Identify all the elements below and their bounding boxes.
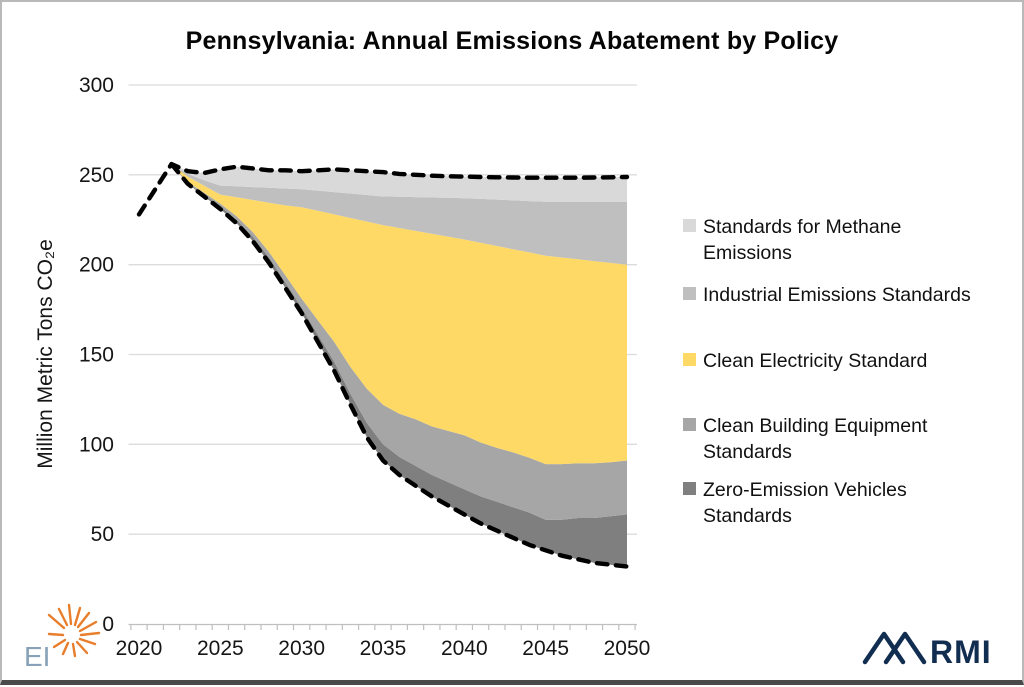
legend-item-methane: Standards for Methane Emissions xyxy=(683,214,988,266)
y-tick-label-250: 250 xyxy=(79,164,114,187)
y-tick-label-150: 150 xyxy=(79,343,114,366)
x-tick-label-2035: 2035 xyxy=(360,637,407,660)
x-tick-label-2040: 2040 xyxy=(441,637,488,660)
wedge-clean-electricity-standard xyxy=(139,164,627,465)
legend-label-clean-building: Clean Building Equipment Standards xyxy=(703,415,928,463)
legend-item-industrial: Industrial Emissions Standards xyxy=(683,282,988,308)
dashed-line-baseline-emissions xyxy=(136,161,630,217)
legend-item-clean-electricity: Clean Electricity Standard xyxy=(683,348,988,374)
legend-swatch-clean-electricity xyxy=(683,353,696,366)
rmi-logo-text: RMI xyxy=(930,634,992,670)
legend-item-clean-building: Clean Building Equipment Standards xyxy=(683,413,988,465)
y-tick-label-50: 50 xyxy=(91,523,114,546)
y-tick-label-0: 0 xyxy=(102,613,114,636)
legend-label-industrial: Industrial Emissions Standards xyxy=(703,284,971,306)
wedge-clean-building-equipment-standards xyxy=(139,164,627,520)
legend-label-methane: Standards for Methane Emissions xyxy=(703,216,902,264)
ei-logo-text: EI xyxy=(24,641,50,672)
y-tick-label-200: 200 xyxy=(79,254,114,277)
x-tick-label-2050: 2050 xyxy=(604,637,651,660)
dashed-line-emissions-with-policies xyxy=(169,161,630,569)
rmi-peaks-icon xyxy=(862,631,927,665)
legend-item-zev: Zero-Emission Vehicles Standards xyxy=(683,477,988,529)
x-tick-label-2030: 2030 xyxy=(278,637,325,660)
legend-swatch-clean-building xyxy=(683,418,696,431)
wedge-standards-for-methane-emissions xyxy=(139,164,627,215)
legend-swatch-zev xyxy=(683,482,696,495)
ei-sunburst-icon xyxy=(47,603,101,658)
rmi-logo: RMI xyxy=(862,631,992,670)
chart-title: Pennsylvania: Annual Emissions Abatement… xyxy=(185,27,839,55)
x-tick-label-2025: 2025 xyxy=(197,637,244,660)
legend-swatch-methane xyxy=(683,219,696,232)
x-tick-label-2045: 2045 xyxy=(522,637,569,660)
legend-label-clean-electricity: Clean Electricity Standard xyxy=(703,350,928,372)
legend-swatch-industrial xyxy=(683,287,696,300)
legend-label-zev: Zero-Emission Vehicles Standards xyxy=(703,479,907,527)
wedge-industrial-emissions-standards xyxy=(139,164,627,265)
y-tick-label-100: 100 xyxy=(79,433,114,456)
ei-logo: EI xyxy=(24,603,101,672)
y-tick-label-300: 300 xyxy=(79,74,114,97)
wedge-zero-emission-vehicles-standards xyxy=(139,164,627,567)
x-tick-label-2020: 2020 xyxy=(116,637,163,660)
